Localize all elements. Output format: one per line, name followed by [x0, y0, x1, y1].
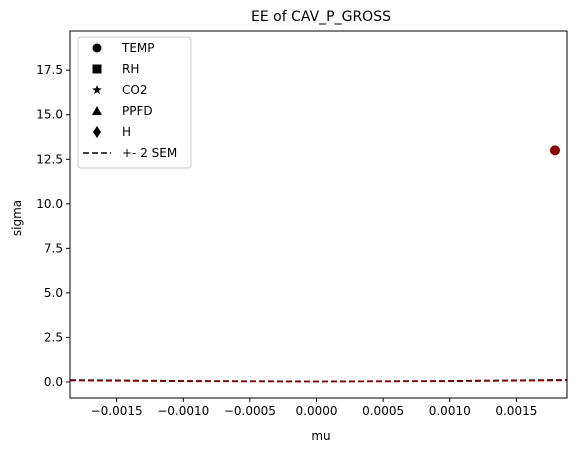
star-marker-icon [92, 85, 102, 95]
x-tick-label: −0.0010 [157, 404, 209, 418]
data-point-temp [550, 145, 561, 156]
legend-label: TEMP [121, 41, 155, 55]
legend-label: RH [122, 62, 139, 76]
y-tick-label: 7.5 [44, 241, 63, 255]
x-tick-label: 0.0015 [495, 404, 537, 418]
y-tick-label: 15.0 [36, 108, 63, 122]
plot-frame [69, 30, 568, 399]
circle-marker-icon [92, 43, 102, 53]
x-tick-label: −0.0015 [91, 404, 143, 418]
sem-line-1 [70, 379, 567, 383]
legend-item: TEMP [92, 41, 155, 55]
axis-ticks: −0.0015 −0.0010 −0.0005 0.0000 0.0005 0.0010 0… [36, 63, 537, 418]
y-tick-label: 10.0 [36, 197, 63, 211]
legend-label: PPFD [122, 104, 153, 118]
square-marker-icon [92, 64, 102, 74]
legend-item: H [93, 125, 131, 139]
y-axis-label: sigma [10, 200, 24, 236]
plot-series [70, 145, 567, 383]
y-tick-label: 17.5 [36, 63, 63, 77]
legend-item: PPFD [92, 104, 153, 118]
x-tick-label: 0.0010 [429, 404, 471, 418]
legend-item: +- 2 SEM [83, 146, 177, 160]
y-tick-label: 5.0 [44, 286, 63, 300]
x-tick-label: −0.0005 [224, 404, 276, 418]
x-tick-label: 0.0005 [362, 404, 404, 418]
y-tick-label: 0.0 [44, 375, 63, 389]
legend: TEMP RH CO2 PPFD H +- 2 SEM [77, 36, 192, 169]
legend-label: CO2 [122, 83, 147, 97]
triangle-marker-icon [92, 106, 102, 115]
legend-item: RH [92, 62, 139, 76]
chart-title: EE of CAV_P_GROSS [251, 9, 391, 25]
legend-item: CO2 [92, 83, 147, 97]
diamond-marker-icon [93, 126, 101, 138]
y-tick-label: 2.5 [44, 330, 63, 344]
y-tick-label: 12.5 [36, 152, 63, 166]
legend-label: +- 2 SEM [122, 146, 177, 160]
x-tick-label: 0.0000 [296, 404, 338, 418]
legend-box [77, 36, 192, 169]
x-axis-label: mu [311, 429, 330, 443]
legend-label: H [122, 125, 131, 139]
